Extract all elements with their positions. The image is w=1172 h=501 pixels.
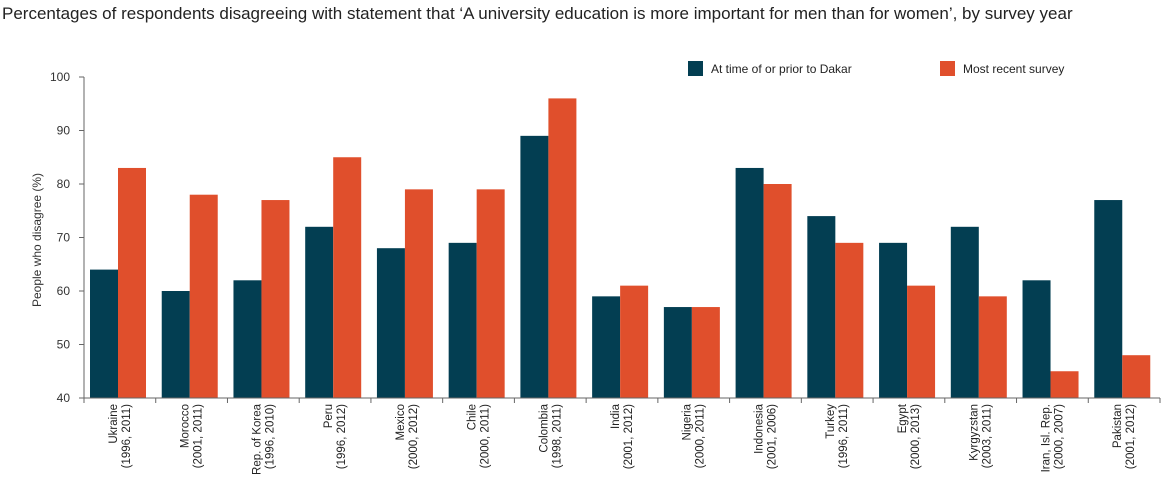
bar-dakar [735,167,764,398]
category-name: Iran, Isl. Rep. [1040,404,1052,472]
category-label: Rep. of Korea (1996, 2010) [251,403,276,475]
category-name: Peru [323,404,335,428]
category-label: Colombia (1998, 2011) [538,403,563,468]
category-label: Morocco (2001, 2011) [180,404,205,469]
category-name: Nigeria [682,403,694,440]
category-name: India [610,403,622,429]
chart-title: Percentages of respondents disagreeing w… [2,4,1073,23]
bar-recent [404,189,433,398]
category-label: Chile (2000, 2011) [467,404,492,469]
bar-recent [907,285,936,398]
x-axis: Ukraine (1996, 2011) Morocco (2001, 2011) Re… [83,397,1161,475]
bar-recent [763,184,792,398]
y-tick-label: 60 [57,284,71,298]
bar-recent [620,285,649,398]
category-years: (2000, 2013) [910,404,922,469]
bar-dakar [950,226,979,398]
category-years: (2001, 2012) [623,404,635,469]
category-years: (1996, 2011) [121,404,133,469]
category-name: Rep. of Korea [251,403,263,475]
category-name: Pakistan [1112,404,1124,448]
legend-label: Most recent survey [963,62,1064,76]
bar-recent [476,189,505,398]
category-label: Mexico (2000, 2012) [395,404,420,469]
y-axis-label: People who disagree (%) [30,173,44,307]
category-years: (1996, 2012) [336,404,348,469]
bar-dakar [448,242,477,398]
category-years: (1996, 2011) [838,404,850,469]
bar-recent [1050,371,1079,398]
category-years: (2000, 2011) [695,404,707,469]
y-axis: 40 50 60 70 80 90 100 [50,70,85,405]
category-name: Ukraine [108,404,120,444]
bar-recent [548,98,577,399]
category-label: Egypt (2000, 2013) [897,403,922,469]
category-label: Ukraine (1996, 2011) [108,404,133,469]
legend-swatch [688,61,703,76]
bar-dakar [592,296,621,398]
bar-dakar [1094,200,1123,398]
category-name: Mexico [395,404,407,440]
category-name: Kyrgyzstan [969,404,981,461]
y-tick-label: 50 [57,338,71,352]
legend-swatch [940,61,955,76]
category-name: Turkey [825,404,837,439]
category-label: Nigeria (2000, 2011) [682,403,707,468]
bar-dakar [161,291,190,398]
category-years: (2000, 2007) [1053,404,1065,469]
category-label: Kyrgyzstan (2003, 2011) [969,404,994,469]
bar-dakar [1022,280,1051,398]
category-name: Indonesia [753,403,765,453]
category-years: (1998, 2011) [551,404,563,469]
bar-recent [261,200,290,398]
bar-dakar [305,226,334,398]
bar-dakar [376,248,405,398]
bar-dakar [879,242,908,398]
category-years: (2001, 2011) [193,404,205,469]
y-tick-label: 70 [57,231,71,245]
category-label: Peru (1996, 2012) [323,404,348,469]
bar-dakar [233,280,262,398]
category-label: Turkey (1996, 2011) [825,404,850,469]
category-years: (2001, 2012) [1125,404,1137,469]
legend-label: At time of or prior to Dakar [711,62,852,76]
bar-recent [691,307,720,398]
category-label: Pakistan (2001, 2012) [1112,404,1137,469]
bar-dakar [807,216,836,398]
category-label: India (2001, 2012) [610,403,635,469]
bars [90,98,1151,399]
category-years: (2000, 2011) [480,404,492,469]
bar-recent [333,157,362,398]
category-years: (2001, 2006) [766,404,778,469]
bar-dakar [663,307,692,398]
bar-recent [978,296,1007,398]
bar-recent [189,194,218,398]
category-name: Colombia [538,403,550,452]
bar-recent [1122,355,1151,398]
y-tick-label: 40 [57,391,71,405]
category-label: Iran, Isl. Rep. (2000, 2007) [1040,404,1065,473]
category-name: Egypt [897,403,909,433]
category-label: Indonesia (2001, 2006) [753,403,778,469]
category-name: Chile [467,404,479,430]
y-tick-label: 100 [50,70,70,84]
y-tick-label: 80 [57,177,71,191]
bar-dakar [520,135,549,398]
y-tick-label: 90 [57,124,71,138]
category-years: (1996, 2010) [264,404,276,469]
bar-recent [118,167,146,398]
category-years: (2003, 2011) [982,404,994,469]
category-name: Morocco [180,404,192,448]
legend: At time of or prior to Dakar Most recent … [688,61,1064,76]
bar-dakar [90,269,118,398]
bar-recent [835,242,864,398]
category-years: (2000, 2012) [408,404,420,469]
